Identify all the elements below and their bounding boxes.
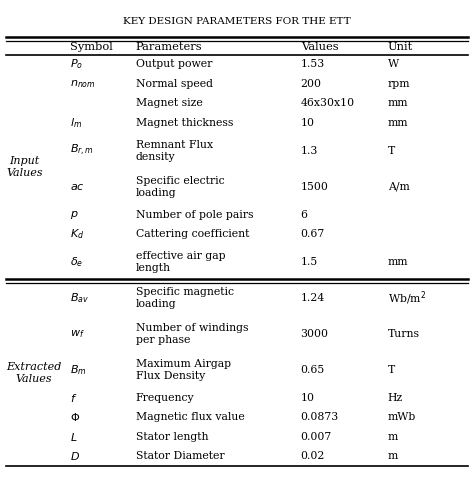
Text: rpm: rpm [388,79,410,89]
Text: Maximum Airgap
Flux Density: Maximum Airgap Flux Density [136,359,231,381]
Text: Magnet thickness: Magnet thickness [136,118,233,128]
Text: $f$: $f$ [70,392,77,404]
Text: 1.53: 1.53 [301,59,325,69]
Text: $D$: $D$ [70,450,80,462]
Text: Input
Values: Input Values [6,156,43,178]
Text: 1.24: 1.24 [301,293,325,303]
Text: Normal speed: Normal speed [136,79,213,89]
Text: Output power: Output power [136,59,212,69]
Text: Number of windings
per phase: Number of windings per phase [136,323,248,345]
Text: $B_{r,m}$: $B_{r,m}$ [70,143,93,158]
Text: Number of pole pairs: Number of pole pairs [136,209,253,219]
Text: Stator Diameter: Stator Diameter [136,451,224,461]
Text: Wb/m$^2$: Wb/m$^2$ [388,289,426,307]
Text: Values: Values [301,42,338,52]
Text: KEY DESIGN PARAMETERS FOR THE ETT: KEY DESIGN PARAMETERS FOR THE ETT [123,17,351,26]
Text: 1.5: 1.5 [301,257,318,267]
Text: 1500: 1500 [301,182,328,192]
Text: $P_o$: $P_o$ [70,57,83,71]
Text: 6: 6 [301,209,308,219]
Text: Turns: Turns [388,329,420,339]
Text: $B_{av}$: $B_{av}$ [70,291,89,305]
Text: mWb: mWb [388,413,416,423]
Text: $w_f$: $w_f$ [70,328,84,340]
Text: $K_d$: $K_d$ [70,227,84,241]
Text: T: T [388,146,395,156]
Text: 0.007: 0.007 [301,432,332,442]
Text: $\Phi$: $\Phi$ [70,412,80,424]
Text: m: m [388,451,398,461]
Text: $p$: $p$ [70,208,78,220]
Text: m: m [388,432,398,442]
Text: 3000: 3000 [301,329,328,339]
Text: $L$: $L$ [70,431,77,443]
Text: $ac$: $ac$ [70,182,84,192]
Text: $l_m$: $l_m$ [70,116,82,130]
Text: Parameters: Parameters [136,42,202,52]
Text: Magnet size: Magnet size [136,98,202,109]
Text: $B_m$: $B_m$ [70,363,86,377]
Text: Specific electric
loading: Specific electric loading [136,176,224,198]
Text: Cattering coefficient: Cattering coefficient [136,229,249,239]
Text: Unit: Unit [388,42,413,52]
Text: Frequency: Frequency [136,393,194,403]
Text: $n_{nom}$: $n_{nom}$ [70,78,95,90]
Text: W: W [388,59,399,69]
Text: 0.65: 0.65 [301,365,325,375]
Text: 200: 200 [301,79,322,89]
Text: T: T [388,365,395,375]
Text: $\delta_e$: $\delta_e$ [70,255,83,269]
Text: 46x30x10: 46x30x10 [301,98,355,109]
Text: 10: 10 [301,393,315,403]
Text: 10: 10 [301,118,315,128]
Text: A/m: A/m [388,182,410,192]
Text: mm: mm [388,98,408,109]
Text: Symbol: Symbol [70,42,112,52]
Text: 0.67: 0.67 [301,229,325,239]
Text: Remnant Flux
density: Remnant Flux density [136,140,213,162]
Text: mm: mm [388,257,408,267]
Text: mm: mm [388,118,408,128]
Text: Hz: Hz [388,393,403,403]
Text: 1.3: 1.3 [301,146,318,156]
Text: Magnetic flux value: Magnetic flux value [136,413,245,423]
Text: 0.0873: 0.0873 [301,413,339,423]
Text: 0.02: 0.02 [301,451,325,461]
Text: effective air gap
length: effective air gap length [136,251,225,273]
Text: Specific magnetic
loading: Specific magnetic loading [136,287,234,309]
Text: Extracted
Values: Extracted Values [6,362,62,384]
Text: Stator length: Stator length [136,432,208,442]
